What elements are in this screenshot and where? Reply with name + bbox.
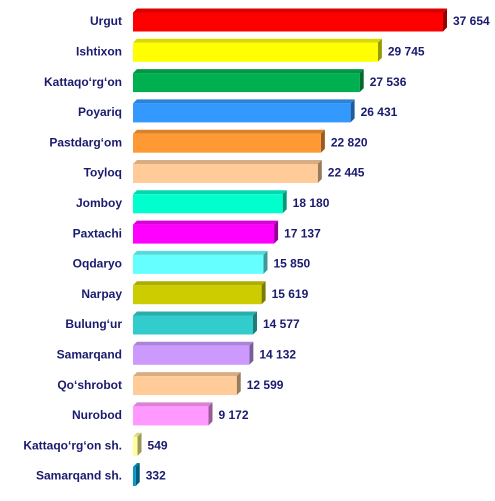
category-label: Bulung‘ur: [65, 317, 122, 331]
value-label: 14 132: [259, 347, 296, 361]
value-label: 17 137: [284, 226, 321, 240]
value-label: 332: [146, 469, 166, 483]
bar: [133, 164, 318, 183]
bar: [133, 12, 443, 32]
value-label: 14 577: [263, 317, 300, 331]
value-label: 12 599: [247, 378, 284, 392]
bar: [133, 436, 138, 456]
category-label: Kattaqo‘rg‘on: [44, 75, 122, 89]
bar: [133, 285, 262, 305]
bar: [133, 42, 378, 62]
category-label: Poyariq: [78, 105, 122, 119]
bar-top: [133, 281, 266, 286]
bar-top: [133, 220, 279, 225]
bar-top: [133, 129, 325, 134]
bar: [133, 224, 275, 244]
value-label: 22 445: [328, 166, 365, 180]
bar-top: [133, 372, 241, 377]
value-label: 37 654: [453, 14, 490, 28]
category-label: Urgut: [90, 14, 122, 28]
category-label: Ishtixon: [76, 44, 122, 58]
bar: [133, 345, 250, 365]
bar: [133, 194, 283, 214]
category-label: Samarqand sh.: [36, 469, 122, 483]
category-label: Nurobod: [72, 408, 122, 422]
bar: [133, 73, 360, 93]
bar-side: [359, 69, 364, 93]
category-label: Qo‘shrobot: [57, 378, 122, 392]
bar-side: [261, 281, 266, 305]
bar-top: [133, 160, 322, 164]
category-label: Kattaqo‘rg‘on sh.: [23, 438, 122, 452]
bar-side: [317, 160, 322, 183]
bar: [133, 133, 321, 153]
value-label: 22 820: [331, 135, 368, 149]
bar-side: [135, 463, 140, 486]
bar-top: [133, 8, 447, 13]
bar-side: [320, 129, 325, 153]
value-label: 27 536: [370, 75, 407, 89]
bar-top: [133, 311, 258, 316]
value-label: 15 619: [272, 287, 309, 301]
category-label: Jomboy: [76, 196, 122, 210]
bar-top: [133, 69, 364, 74]
category-label: Narpay: [81, 287, 122, 301]
bar: [133, 467, 136, 486]
bar-side: [443, 8, 447, 32]
bar-top: [133, 432, 142, 437]
bar-top: [133, 341, 254, 346]
bar-side: [263, 250, 268, 274]
value-label: 549: [148, 438, 168, 452]
category-label: Samarqand: [57, 347, 122, 361]
bar-top: [133, 99, 355, 104]
bar-top: [133, 190, 287, 195]
bar-top: [133, 250, 268, 255]
bar-side: [282, 190, 287, 214]
bar-side: [137, 432, 142, 456]
bar-side: [377, 38, 382, 62]
bar-top: [133, 38, 382, 43]
bar-side: [236, 372, 241, 396]
category-label: Oqdaryo: [73, 257, 122, 271]
bar-side: [350, 99, 355, 123]
bar-side: [253, 311, 258, 335]
bar: [133, 406, 209, 426]
bar: [133, 254, 264, 274]
bar: [133, 103, 351, 123]
bar-side: [249, 341, 254, 365]
category-label: Toyloq: [84, 166, 122, 180]
bar-side: [208, 402, 213, 426]
category-label: Pastdarg‘om: [49, 135, 122, 149]
bar-side: [274, 220, 279, 244]
value-label: 29 745: [388, 44, 425, 58]
bar-top: [133, 463, 140, 467]
bar-top: [133, 402, 213, 407]
value-label: 9 172: [219, 408, 249, 422]
value-label: 15 850: [273, 257, 310, 271]
category-label: Paxtachi: [73, 226, 122, 240]
value-label: 18 180: [293, 196, 330, 210]
bar: [133, 376, 237, 396]
value-label: 26 431: [361, 105, 398, 119]
bar: [133, 315, 254, 335]
